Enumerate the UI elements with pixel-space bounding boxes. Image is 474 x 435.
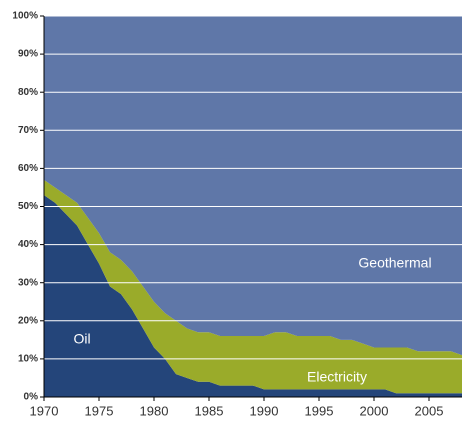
y-tick-label: 70% (18, 125, 38, 136)
area (44, 179, 462, 394)
y-tick-label: 40% (18, 239, 38, 250)
y-tick-label: 100% (12, 11, 38, 22)
area (44, 16, 462, 356)
x-tick-label: 1995 (305, 403, 334, 418)
y-tick-label: 10% (18, 354, 38, 365)
x-tick-label: 1985 (195, 403, 224, 418)
y-tick-label: 80% (18, 87, 38, 98)
y-tick-label: 20% (18, 315, 38, 326)
y-tick-label: 30% (18, 277, 38, 288)
x-tick-label: 2005 (415, 403, 444, 418)
y-tick-label: 0% (24, 392, 39, 403)
series-label: Electricity (307, 369, 367, 385)
y-tick-label: 50% (18, 201, 38, 212)
series-label: Geothermal (358, 255, 431, 271)
y-tick-label: 90% (18, 49, 38, 60)
x-tick-label: 1970 (30, 403, 59, 418)
series-label: Oil (73, 331, 90, 347)
y-tick-label: 60% (18, 163, 38, 174)
x-tick-label: 1980 (140, 403, 169, 418)
x-tick-label: 2000 (360, 403, 389, 418)
x-tick-label: 1975 (85, 403, 114, 418)
area (44, 195, 462, 397)
x-tick-label: 1990 (250, 403, 279, 418)
